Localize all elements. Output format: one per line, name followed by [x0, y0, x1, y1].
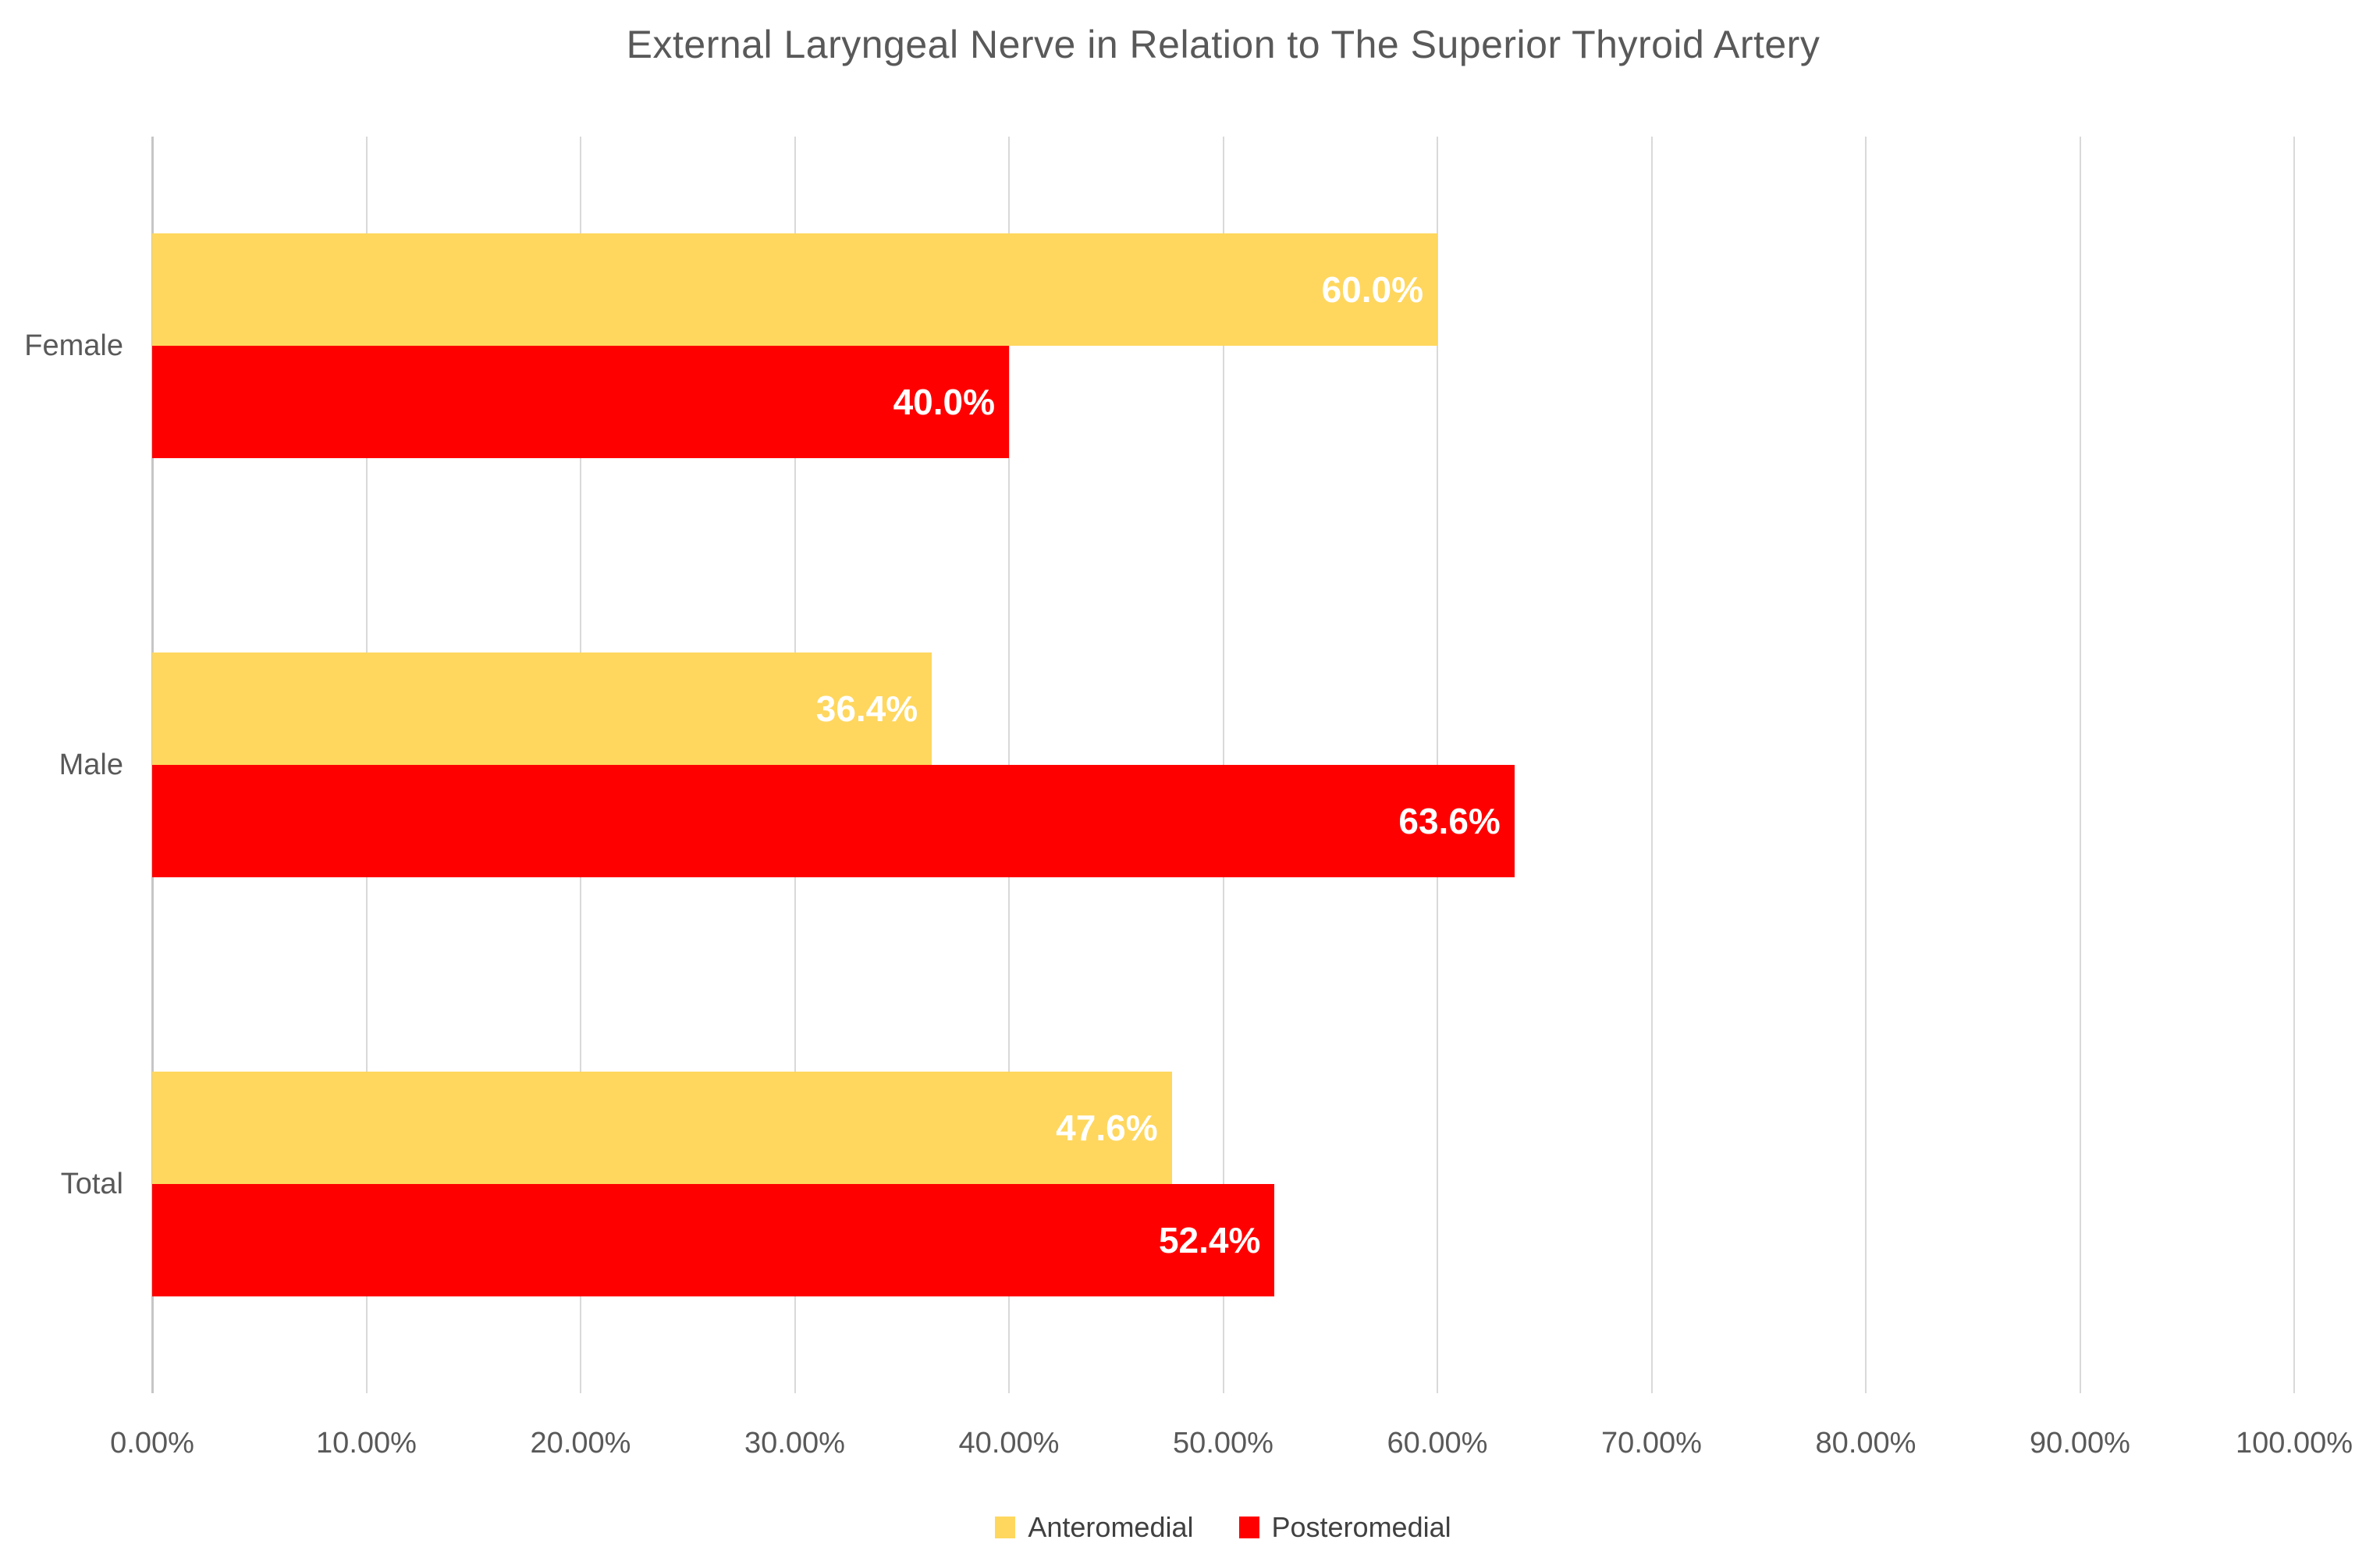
- bar-anteromedial-male: 36.4%: [152, 652, 932, 765]
- x-tick-label: 0.00%: [110, 1427, 194, 1460]
- legend: Anteromedial Posteromedial: [152, 1511, 2294, 1544]
- bar-data-label: 52.4%: [1158, 1219, 1261, 1261]
- x-tick-label: 60.00%: [1387, 1427, 1488, 1460]
- bar-anteromedial-total: 47.6%: [152, 1071, 1172, 1184]
- bar-posteromedial-female: 40.0%: [152, 346, 1009, 459]
- category-label: Total: [60, 1167, 123, 1200]
- chart-title: External Laryngeal Nerve in Relation to …: [626, 23, 1821, 66]
- x-tick-label: 90.00%: [2030, 1427, 2130, 1460]
- gridline: [2079, 137, 2081, 1393]
- bar-data-label: 63.6%: [1398, 801, 1501, 841]
- x-tick-label: 30.00%: [744, 1427, 845, 1460]
- legend-swatch-icon: [1238, 1517, 1259, 1538]
- x-tick-label: 40.00%: [958, 1427, 1060, 1460]
- x-tick-label: 70.00%: [1601, 1427, 1702, 1460]
- bar-anteromedial-female: 60.0%: [152, 233, 1437, 347]
- category-label: Female: [24, 329, 123, 363]
- legend-label: Posteromedial: [1271, 1511, 1451, 1543]
- x-tick-label: 100.00%: [2235, 1427, 2353, 1460]
- bar-data-label: 47.6%: [1056, 1107, 1158, 1148]
- bar-posteromedial-male: 63.6%: [152, 765, 1515, 877]
- bar-data-label: 36.4%: [815, 688, 918, 729]
- legend-item-anteromedial: Anteromedial: [995, 1511, 1194, 1544]
- gridline: [2293, 137, 2295, 1393]
- x-tick-label: 20.00%: [530, 1427, 631, 1460]
- bar-data-label: 60.0%: [1321, 269, 1423, 311]
- legend-item-posteromedial: Posteromedial: [1238, 1511, 1451, 1544]
- bar-data-label: 40.0%: [893, 382, 995, 423]
- bar-posteromedial-total: 52.4%: [152, 1183, 1275, 1296]
- category-label: Male: [59, 748, 123, 781]
- legend-swatch-icon: [995, 1517, 1016, 1538]
- x-tick-label: 50.00%: [1173, 1427, 1273, 1460]
- x-tick-label: 80.00%: [1815, 1427, 1916, 1460]
- gridline: [1650, 137, 1653, 1393]
- legend-label: Anteromedial: [1028, 1511, 1194, 1543]
- x-tick-label: 10.00%: [316, 1427, 417, 1460]
- gridline: [1865, 137, 1867, 1393]
- plot-area: 60.0% 40.0% 36.4% 63.6% 47.6% 52.4%: [151, 137, 2295, 1393]
